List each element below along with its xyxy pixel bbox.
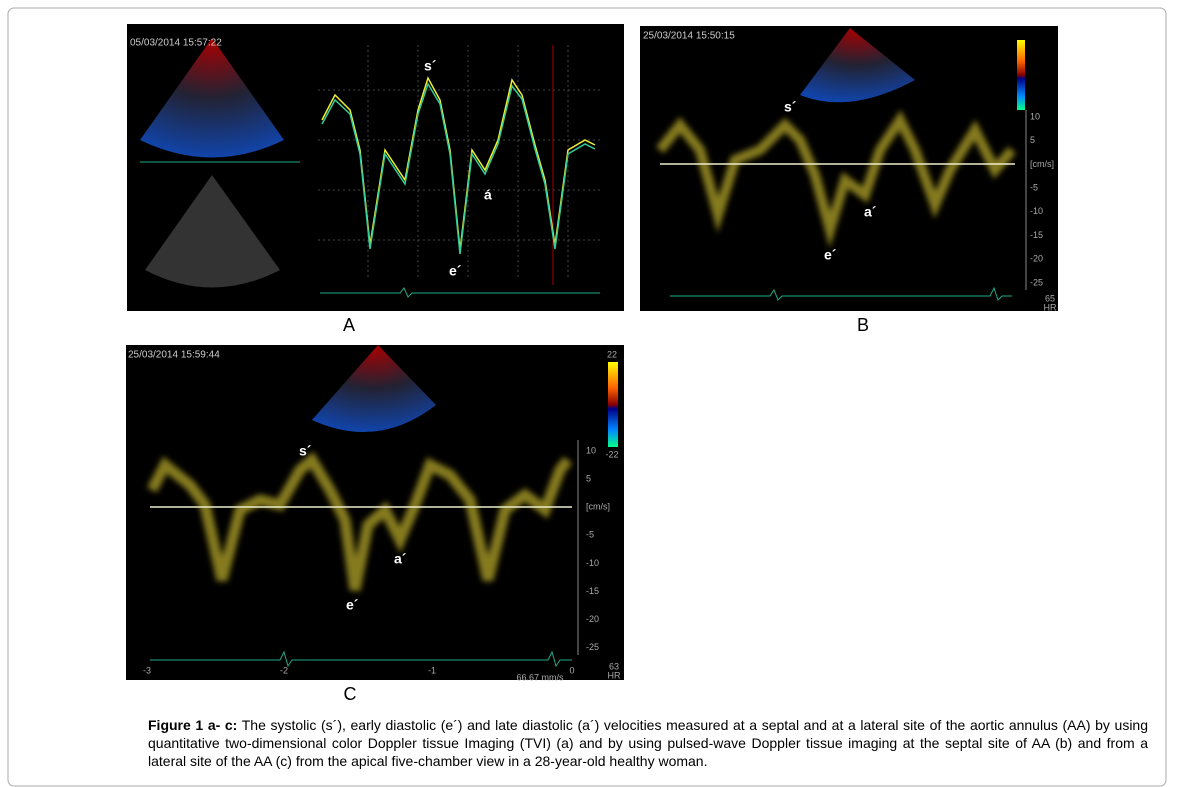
label: á (484, 187, 492, 203)
scale-label: -10 (1030, 206, 1043, 216)
panel-c: 25/03/2014 15:59:44 22 -22 s´ a´ e´ 10 5 [… (126, 345, 624, 682)
scale-label: -20 (586, 614, 599, 624)
panel-label: B (857, 315, 869, 335)
panel-a: 05/03/2014 15:57:22 s´ á e´ (127, 24, 624, 311)
scale-label: -5 (1030, 182, 1038, 192)
scale-label: -5 (586, 530, 594, 540)
scale-label: 0 (569, 665, 574, 675)
label: 65 (1045, 293, 1055, 303)
label: 25/03/2014 15:50:15 (643, 31, 735, 42)
frame (7, 7, 1167, 787)
scale-label: -25 (586, 642, 599, 652)
label: 63 (609, 661, 619, 671)
scale-label: -25 (1030, 277, 1043, 287)
caption: Figure 1 a- c: The systolic (s´), early … (148, 716, 1148, 770)
scale-label: 5 (1030, 135, 1035, 145)
scale-label: -15 (586, 586, 599, 596)
label: 22 (607, 349, 617, 359)
scale-label: -15 (1030, 230, 1043, 240)
label: 05/03/2014 15:57:22 (130, 38, 222, 49)
caption-text: The systolic (s´), early diastolic (e´) … (148, 717, 1149, 769)
label: s´ (299, 443, 312, 459)
scale-label: -20 (1030, 254, 1043, 264)
scale-label: 10 (586, 445, 596, 455)
scale-label: 10 (1030, 111, 1040, 121)
caption-lead: Figure 1 a- c: (148, 717, 238, 733)
scale-label: -1 (428, 665, 436, 675)
label: s´ (784, 99, 797, 115)
scale-label: -2 (280, 665, 288, 675)
scale-label: [cm/s] (1030, 159, 1054, 169)
panel-label: C (344, 684, 357, 704)
label: 25/03/2014 15:59:44 (128, 350, 220, 361)
label: e´ (824, 247, 837, 263)
label: a´ (864, 204, 877, 220)
label: e´ (346, 597, 359, 613)
panel-label: A (343, 315, 355, 335)
scale-label: 5 (586, 473, 591, 483)
label: 66.67 mm/s (516, 672, 564, 682)
label: e´ (449, 263, 462, 279)
label: HR (1044, 302, 1057, 312)
scale-label: [cm/s] (586, 502, 610, 512)
panel-b: 25/03/2014 15:50:15 s´ a´ e´ 10 5 [cm/s] -5… (640, 26, 1058, 312)
label: HR (608, 670, 621, 680)
scale-label: -10 (586, 558, 599, 568)
label: -22 (605, 449, 618, 459)
label: a´ (394, 551, 407, 567)
scale-label: -3 (143, 665, 151, 675)
label: s´ (424, 58, 437, 74)
